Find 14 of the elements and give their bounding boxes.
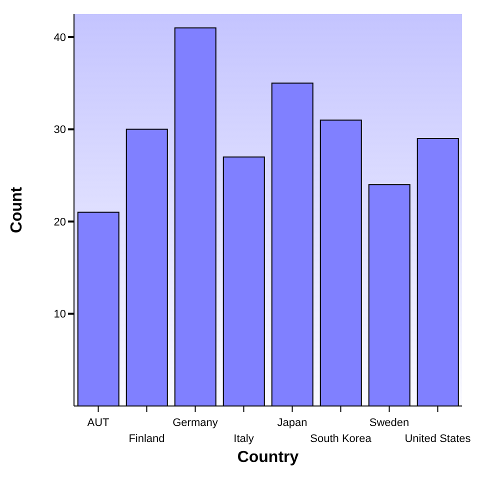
x-tick-label: Italy bbox=[234, 433, 254, 445]
y-tick-label: 40 bbox=[54, 32, 66, 44]
x-tick-label: United States bbox=[404, 433, 472, 445]
x-tick-label: Finland bbox=[128, 433, 165, 445]
y-tick-label: 10 bbox=[54, 308, 66, 321]
x-tick-label: Japan bbox=[277, 417, 308, 429]
x-tick-label: Sweden bbox=[369, 417, 410, 429]
y-axis-title: Count bbox=[8, 186, 26, 234]
x-tick-label: Germany bbox=[172, 417, 218, 429]
y-tick-label: 20 bbox=[54, 216, 66, 228]
y-tick-label: 30 bbox=[54, 124, 66, 136]
x-tick-label: South Korea bbox=[310, 433, 372, 445]
x-tick-label: AUT bbox=[87, 417, 110, 429]
x-axis-title: Country bbox=[237, 449, 299, 466]
